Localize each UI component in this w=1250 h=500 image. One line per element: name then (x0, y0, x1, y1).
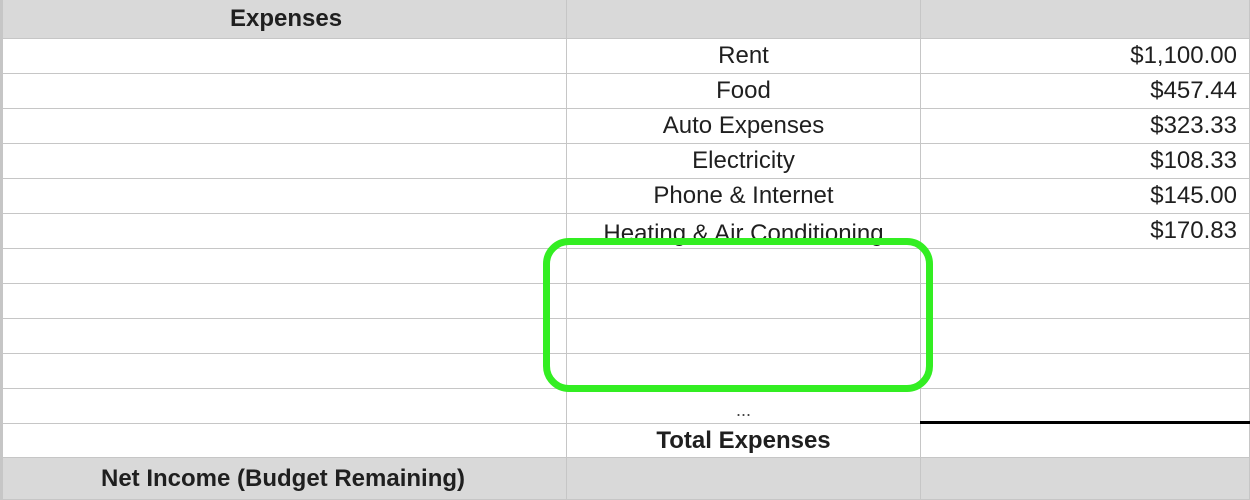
cell-empty[interactable] (921, 249, 1250, 284)
expense-amount-cell[interactable]: $457.44 (921, 74, 1250, 109)
net-income-label[interactable]: Net Income (Budget Remaining) (0, 458, 567, 500)
cell-empty[interactable] (0, 424, 567, 458)
expense-amount-cell[interactable]: $323.33 (921, 109, 1250, 144)
total-underline-border (920, 421, 1250, 424)
green-highlight-box (543, 238, 933, 392)
table-row: Electricity $108.33 (0, 144, 1250, 179)
table-row: Rent $1,100.00 (0, 39, 1250, 74)
cell-empty[interactable] (567, 0, 921, 39)
cell-empty[interactable] (567, 319, 921, 354)
cell-empty[interactable] (921, 319, 1250, 354)
net-income-row: Net Income (Budget Remaining) (0, 458, 1250, 500)
expense-amount-cell[interactable]: $145.00 (921, 179, 1250, 214)
cell-empty[interactable] (0, 74, 567, 109)
cell-empty[interactable] (0, 179, 567, 214)
expense-amount-cell[interactable]: $170.83 (921, 214, 1250, 249)
cell-empty[interactable] (921, 389, 1250, 424)
expense-label-cell[interactable]: Phone & Internet (567, 179, 921, 214)
expense-amount-cell[interactable]: $108.33 (921, 144, 1250, 179)
expense-label-cell[interactable]: Auto Expenses (567, 109, 921, 144)
total-expenses-row: Total Expenses (0, 424, 1250, 458)
total-expenses-label[interactable]: Total Expenses (567, 424, 921, 458)
total-expenses-value-cell[interactable] (921, 424, 1250, 458)
table-row: Food $457.44 (0, 74, 1250, 109)
cell-empty[interactable] (0, 319, 567, 354)
cell-empty[interactable] (0, 109, 567, 144)
cell-empty[interactable] (567, 249, 921, 284)
cell-empty[interactable] (0, 354, 567, 389)
cell-empty[interactable] (0, 144, 567, 179)
expenses-header-row: Expenses (0, 0, 1250, 39)
cell-empty[interactable] (0, 249, 567, 284)
cell-empty[interactable] (0, 284, 567, 319)
expenses-header-cell[interactable]: Expenses (0, 0, 567, 39)
cell-empty[interactable] (921, 354, 1250, 389)
cell-empty[interactable] (0, 389, 567, 424)
cell-empty[interactable] (921, 0, 1250, 39)
cell-empty[interactable] (0, 39, 567, 74)
expense-label-cell[interactable]: Electricity (567, 144, 921, 179)
table-row: Auto Expenses $323.33 (0, 109, 1250, 144)
cell-empty[interactable] (567, 284, 921, 319)
cell-empty[interactable] (921, 284, 1250, 319)
cell-empty[interactable] (0, 214, 567, 249)
ellipsis-cell[interactable]: ... (567, 389, 921, 424)
expense-label-cell[interactable]: Food (567, 74, 921, 109)
expense-amount-cell[interactable]: $1,100.00 (921, 39, 1250, 74)
expense-label-cell[interactable]: Rent (567, 39, 921, 74)
table-row: ... (0, 389, 1250, 424)
cell-empty[interactable] (567, 458, 921, 500)
cell-empty[interactable] (921, 458, 1250, 500)
table-row: Phone & Internet $145.00 (0, 179, 1250, 214)
